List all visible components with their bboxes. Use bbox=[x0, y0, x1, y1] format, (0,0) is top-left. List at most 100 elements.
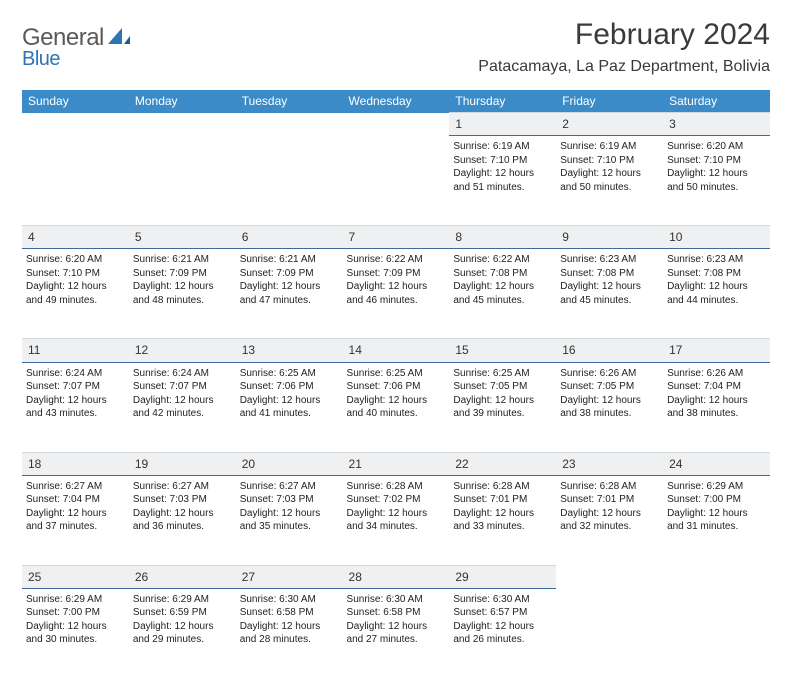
sunrise-text: Sunrise: 6:27 AM bbox=[26, 480, 125, 494]
day-details-cell bbox=[22, 136, 129, 226]
daylight-text: Daylight: 12 hours and 49 minutes. bbox=[26, 280, 125, 307]
day-details-cell: Sunrise: 6:27 AMSunset: 7:04 PMDaylight:… bbox=[22, 475, 129, 565]
day-number-cell: 4 bbox=[22, 226, 129, 249]
day-number-cell: 14 bbox=[343, 339, 450, 362]
day-details-cell: Sunrise: 6:25 AMSunset: 7:05 PMDaylight:… bbox=[449, 362, 556, 452]
day-details-cell: Sunrise: 6:28 AMSunset: 7:01 PMDaylight:… bbox=[556, 475, 663, 565]
sunset-text: Sunset: 7:08 PM bbox=[453, 267, 552, 281]
daylight-text: Daylight: 12 hours and 46 minutes. bbox=[347, 280, 446, 307]
sunset-text: Sunset: 7:05 PM bbox=[560, 380, 659, 394]
day-details-cell: Sunrise: 6:30 AMSunset: 6:58 PMDaylight:… bbox=[236, 588, 343, 678]
daylight-text: Daylight: 12 hours and 33 minutes. bbox=[453, 507, 552, 534]
day-details-cell: Sunrise: 6:25 AMSunset: 7:06 PMDaylight:… bbox=[343, 362, 450, 452]
daylight-text: Daylight: 12 hours and 26 minutes. bbox=[453, 620, 552, 647]
sunset-text: Sunset: 7:08 PM bbox=[560, 267, 659, 281]
daylight-text: Daylight: 12 hours and 31 minutes. bbox=[667, 507, 766, 534]
sunset-text: Sunset: 7:06 PM bbox=[347, 380, 446, 394]
day-details-row: Sunrise: 6:19 AMSunset: 7:10 PMDaylight:… bbox=[22, 136, 770, 226]
daylight-text: Daylight: 12 hours and 37 minutes. bbox=[26, 507, 125, 534]
day-number-cell bbox=[22, 113, 129, 136]
sunset-text: Sunset: 7:02 PM bbox=[347, 493, 446, 507]
calendar-body: 123Sunrise: 6:19 AMSunset: 7:10 PMDaylig… bbox=[22, 113, 770, 678]
sunrise-text: Sunrise: 6:22 AM bbox=[453, 253, 552, 267]
sunset-text: Sunset: 7:10 PM bbox=[26, 267, 125, 281]
sunrise-text: Sunrise: 6:21 AM bbox=[133, 253, 232, 267]
day-details-cell: Sunrise: 6:22 AMSunset: 7:08 PMDaylight:… bbox=[449, 249, 556, 339]
day-details-cell: Sunrise: 6:19 AMSunset: 7:10 PMDaylight:… bbox=[449, 136, 556, 226]
sunrise-text: Sunrise: 6:25 AM bbox=[347, 367, 446, 381]
day-number-row: 45678910 bbox=[22, 226, 770, 249]
daylight-text: Daylight: 12 hours and 30 minutes. bbox=[26, 620, 125, 647]
daylight-text: Daylight: 12 hours and 35 minutes. bbox=[240, 507, 339, 534]
calendar-head: SundayMondayTuesdayWednesdayThursdayFrid… bbox=[22, 90, 770, 113]
day-details-cell: Sunrise: 6:21 AMSunset: 7:09 PMDaylight:… bbox=[236, 249, 343, 339]
day-details-cell: Sunrise: 6:20 AMSunset: 7:10 PMDaylight:… bbox=[22, 249, 129, 339]
sunrise-text: Sunrise: 6:29 AM bbox=[667, 480, 766, 494]
day-number-cell bbox=[236, 113, 343, 136]
sunrise-text: Sunrise: 6:25 AM bbox=[240, 367, 339, 381]
day-number-cell: 5 bbox=[129, 226, 236, 249]
sunset-text: Sunset: 7:04 PM bbox=[26, 493, 125, 507]
daylight-text: Daylight: 12 hours and 29 minutes. bbox=[133, 620, 232, 647]
sunset-text: Sunset: 7:09 PM bbox=[347, 267, 446, 281]
day-details-cell bbox=[129, 136, 236, 226]
day-number-cell: 21 bbox=[343, 452, 450, 475]
day-number-row: 2526272829 bbox=[22, 565, 770, 588]
day-number-cell bbox=[343, 113, 450, 136]
sunset-text: Sunset: 6:58 PM bbox=[240, 606, 339, 620]
daylight-text: Daylight: 12 hours and 34 minutes. bbox=[347, 507, 446, 534]
sunrise-text: Sunrise: 6:30 AM bbox=[240, 593, 339, 607]
daylight-text: Daylight: 12 hours and 36 minutes. bbox=[133, 507, 232, 534]
day-number-cell bbox=[663, 565, 770, 588]
sunrise-text: Sunrise: 6:28 AM bbox=[453, 480, 552, 494]
sunrise-text: Sunrise: 6:29 AM bbox=[133, 593, 232, 607]
day-number-cell: 11 bbox=[22, 339, 129, 362]
daylight-text: Daylight: 12 hours and 50 minutes. bbox=[560, 167, 659, 194]
sunrise-text: Sunrise: 6:21 AM bbox=[240, 253, 339, 267]
day-number-cell: 13 bbox=[236, 339, 343, 362]
sunrise-text: Sunrise: 6:22 AM bbox=[347, 253, 446, 267]
day-number-cell: 29 bbox=[449, 565, 556, 588]
sunset-text: Sunset: 7:01 PM bbox=[560, 493, 659, 507]
day-number-cell: 9 bbox=[556, 226, 663, 249]
logo-sail-icon bbox=[106, 26, 132, 51]
day-number-cell: 3 bbox=[663, 113, 770, 136]
day-details-cell: Sunrise: 6:23 AMSunset: 7:08 PMDaylight:… bbox=[663, 249, 770, 339]
sunrise-text: Sunrise: 6:28 AM bbox=[560, 480, 659, 494]
sunrise-text: Sunrise: 6:26 AM bbox=[560, 367, 659, 381]
weekday-header: Thursday bbox=[449, 90, 556, 113]
sunrise-text: Sunrise: 6:20 AM bbox=[667, 140, 766, 154]
day-details-row: Sunrise: 6:29 AMSunset: 7:00 PMDaylight:… bbox=[22, 588, 770, 678]
day-details-cell: Sunrise: 6:25 AMSunset: 7:06 PMDaylight:… bbox=[236, 362, 343, 452]
sunset-text: Sunset: 7:10 PM bbox=[667, 154, 766, 168]
logo: General bbox=[22, 18, 134, 52]
day-number-row: 11121314151617 bbox=[22, 339, 770, 362]
sunset-text: Sunset: 7:04 PM bbox=[667, 380, 766, 394]
sunset-text: Sunset: 7:03 PM bbox=[240, 493, 339, 507]
day-details-row: Sunrise: 6:20 AMSunset: 7:10 PMDaylight:… bbox=[22, 249, 770, 339]
day-details-cell bbox=[663, 588, 770, 678]
sunrise-text: Sunrise: 6:24 AM bbox=[26, 367, 125, 381]
day-details-cell: Sunrise: 6:26 AMSunset: 7:05 PMDaylight:… bbox=[556, 362, 663, 452]
weekday-header: Tuesday bbox=[236, 90, 343, 113]
day-details-cell: Sunrise: 6:30 AMSunset: 6:58 PMDaylight:… bbox=[343, 588, 450, 678]
day-number-cell: 8 bbox=[449, 226, 556, 249]
day-details-cell: Sunrise: 6:28 AMSunset: 7:01 PMDaylight:… bbox=[449, 475, 556, 565]
day-details-row: Sunrise: 6:27 AMSunset: 7:04 PMDaylight:… bbox=[22, 475, 770, 565]
sunset-text: Sunset: 6:57 PM bbox=[453, 606, 552, 620]
day-number-row: 18192021222324 bbox=[22, 452, 770, 475]
day-details-cell: Sunrise: 6:27 AMSunset: 7:03 PMDaylight:… bbox=[129, 475, 236, 565]
daylight-text: Daylight: 12 hours and 51 minutes. bbox=[453, 167, 552, 194]
sunrise-text: Sunrise: 6:27 AM bbox=[133, 480, 232, 494]
weekday-header: Friday bbox=[556, 90, 663, 113]
day-number-cell: 22 bbox=[449, 452, 556, 475]
day-details-cell: Sunrise: 6:20 AMSunset: 7:10 PMDaylight:… bbox=[663, 136, 770, 226]
sunrise-text: Sunrise: 6:26 AM bbox=[667, 367, 766, 381]
daylight-text: Daylight: 12 hours and 45 minutes. bbox=[453, 280, 552, 307]
weekday-row: SundayMondayTuesdayWednesdayThursdayFrid… bbox=[22, 90, 770, 113]
page-title: February 2024 bbox=[478, 18, 770, 52]
day-number-cell: 16 bbox=[556, 339, 663, 362]
sunset-text: Sunset: 7:08 PM bbox=[667, 267, 766, 281]
day-details-cell bbox=[556, 588, 663, 678]
weekday-header: Sunday bbox=[22, 90, 129, 113]
